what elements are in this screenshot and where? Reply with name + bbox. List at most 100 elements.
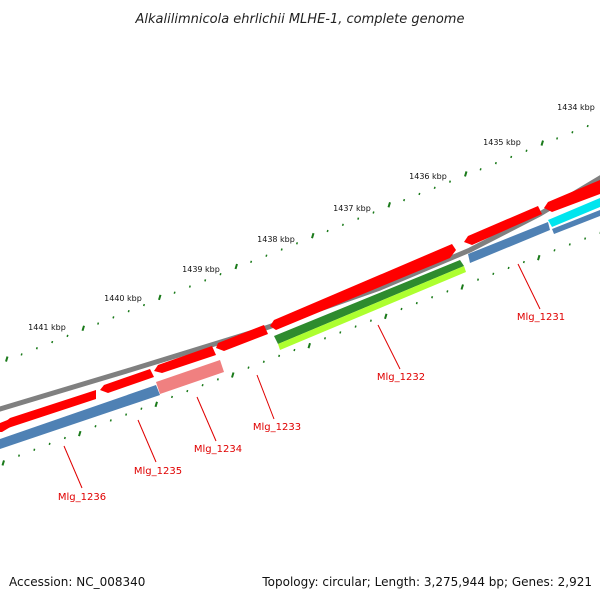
- tick-mark: [400, 307, 403, 311]
- gene-label-mlg-1235[interactable]: Mlg_1235: [134, 466, 182, 477]
- cyan-feature[interactable]: [548, 198, 600, 227]
- kbp-label: 1434 kbp: [557, 103, 595, 112]
- tick-mark: [158, 294, 162, 301]
- tick-mark: [357, 217, 360, 220]
- tick-mark: [556, 137, 559, 140]
- tick-mark: [278, 354, 281, 358]
- tick-mark: [446, 290, 449, 293]
- tick-mark: [341, 223, 344, 227]
- map-title: Alkalilimnicola ehrlichii MLHE-1, comple…: [135, 12, 465, 27]
- tick-mark: [464, 171, 468, 177]
- blue-feature[interactable]: [552, 210, 600, 234]
- tick-mark: [584, 237, 587, 240]
- tick-mark: [250, 260, 253, 264]
- tick-mark: [510, 155, 513, 159]
- tick-mark: [201, 384, 204, 387]
- tick-mark: [63, 436, 66, 440]
- tick-mark: [323, 337, 327, 340]
- tick-mark: [173, 291, 176, 294]
- blue-feature[interactable]: [468, 222, 550, 263]
- tick-mark: [384, 313, 388, 320]
- tick-mark: [94, 425, 97, 428]
- leader-line: [517, 263, 541, 310]
- tick-mark: [415, 301, 418, 305]
- outer-tick-ring: 1434 kbp 1435 kbp 1436 kbp 1437 kbp 1438…: [5, 103, 595, 362]
- tick-mark: [522, 260, 525, 264]
- tick-mark: [109, 419, 112, 422]
- tick-mark: [219, 272, 222, 276]
- tick-mark: [33, 448, 36, 451]
- leader-line: [196, 396, 217, 442]
- tick-mark: [127, 309, 130, 313]
- tick-mark: [494, 161, 497, 165]
- tick-mark: [280, 248, 283, 251]
- cds-feature[interactable]: [216, 325, 268, 351]
- pink-feature[interactable]: [156, 360, 224, 394]
- leader-line: [63, 445, 83, 489]
- gene-label-mlg-1236[interactable]: Mlg_1236: [58, 492, 106, 503]
- cds-feature[interactable]: [154, 346, 216, 373]
- kbp-label: 1436 kbp: [409, 172, 447, 181]
- tick-mark: [293, 348, 296, 352]
- tick-mark: [186, 389, 189, 393]
- gene-label-mlg-1232[interactable]: Mlg_1232: [377, 372, 425, 383]
- tick-mark: [372, 211, 375, 214]
- cds-feature[interactable]: [100, 369, 154, 393]
- gene-label-mlg-1234[interactable]: Mlg_1234: [194, 444, 242, 455]
- tick-mark: [78, 430, 82, 437]
- tick-mark: [553, 249, 556, 252]
- tick-mark: [525, 149, 528, 152]
- tick-mark: [476, 278, 480, 281]
- tick-mark: [142, 303, 146, 307]
- tick-mark: [5, 356, 9, 362]
- tick-mark: [311, 232, 315, 239]
- kbp-label: 1441 kbp: [28, 323, 66, 332]
- tick-mark: [568, 243, 571, 246]
- blue-feature[interactable]: [0, 385, 160, 449]
- kbp-label: 1440 kbp: [104, 294, 142, 303]
- tick-mark: [431, 296, 434, 299]
- cds-feature[interactable]: [544, 180, 600, 212]
- cds-feature[interactable]: [270, 244, 456, 330]
- tick-mark: [492, 272, 495, 276]
- tick-mark: [234, 263, 238, 270]
- tick-mark: [369, 319, 372, 322]
- kbp-label: 1435 kbp: [483, 138, 521, 147]
- tick-mark: [48, 442, 51, 446]
- gene-label-mlg-1233[interactable]: Mlg_1233: [253, 422, 301, 433]
- tick-mark: [216, 378, 219, 381]
- tick-mark: [154, 401, 158, 408]
- leader-line: [377, 324, 401, 370]
- tick-mark: [17, 454, 21, 457]
- tick-mark: [540, 140, 544, 146]
- tick-mark: [140, 407, 143, 410]
- tick-mark: [433, 186, 436, 190]
- tick-mark: [418, 192, 421, 196]
- tick-dots: [5, 124, 589, 362]
- tick-mark: [571, 131, 574, 134]
- genome-summary-text: Topology: circular; Length: 3,275,944 bp…: [261, 575, 592, 589]
- leader-line: [256, 374, 275, 420]
- tick-mark: [326, 229, 329, 233]
- tick-mark: [448, 180, 452, 183]
- kbp-label: 1438 kbp: [257, 235, 295, 244]
- tick-mark: [112, 316, 115, 319]
- tick-mark: [204, 279, 207, 282]
- tick-mark: [387, 202, 391, 208]
- lime-feature[interactable]: [278, 266, 466, 350]
- cds-feature[interactable]: [464, 206, 542, 245]
- cds-feature[interactable]: [4, 390, 96, 428]
- tick-mark: [354, 325, 357, 328]
- tick-mark: [460, 284, 464, 290]
- tick-mark: [247, 366, 250, 369]
- tick-mark: [170, 395, 174, 399]
- accession-text: Accession: NC_008340: [9, 575, 145, 589]
- tick-mark: [339, 331, 342, 334]
- tick-mark: [35, 347, 38, 350]
- gene-label-leaders: [63, 263, 541, 489]
- gene-label-mlg-1231[interactable]: Mlg_1231: [517, 312, 565, 323]
- tick-mark: [188, 285, 191, 288]
- tick-mark: [507, 266, 510, 270]
- green-feature[interactable]: [274, 260, 464, 344]
